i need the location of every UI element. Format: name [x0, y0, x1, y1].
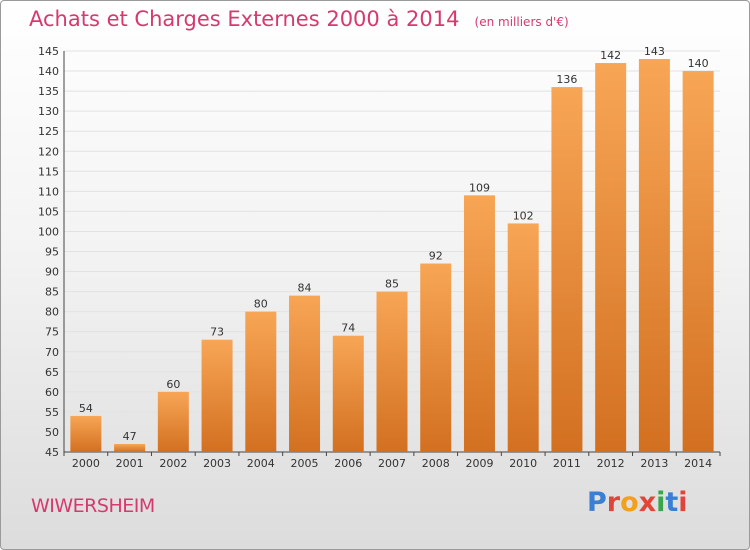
x-tick-label: 2005: [291, 457, 319, 470]
data-label-2010: 102: [513, 209, 534, 222]
data-label-2013: 143: [644, 45, 665, 58]
x-tick-label: 2001: [116, 457, 144, 470]
y-tick-label: 95: [45, 246, 59, 259]
data-label-2004: 80: [254, 298, 268, 311]
y-tick-label: 140: [38, 65, 59, 78]
x-tick-label: 2004: [247, 457, 275, 470]
tick-labels: 45 50 55 60 65 70 75 80 85 90 95 100 105 110 115 120 125…: [38, 45, 712, 470]
bar-2012: [595, 63, 627, 452]
y-tick-label: 145: [38, 45, 59, 58]
bar-2002: [157, 391, 189, 452]
chart-title-block: Achats et Charges Externes 2000 à 2014 (…: [29, 7, 569, 31]
bar-2005: [289, 295, 321, 452]
data-label-2006: 74: [341, 322, 355, 335]
bar-2007: [376, 291, 408, 452]
y-tick-label: 125: [38, 125, 59, 138]
y-tick-label: 130: [38, 105, 59, 118]
chart-title: Achats et Charges Externes 2000 à 2014: [29, 7, 460, 31]
x-tick-label: 2006: [334, 457, 362, 470]
bar-2001: [114, 443, 146, 452]
bar-2006: [332, 335, 364, 452]
data-label-2000: 54: [79, 402, 93, 415]
y-tick-label: 100: [38, 225, 59, 238]
y-tick-label: 115: [38, 165, 59, 178]
data-label-2002: 60: [166, 378, 180, 391]
logo-letter: P: [587, 487, 607, 518]
y-tick-label: 75: [45, 326, 59, 339]
x-tick-label: 2007: [378, 457, 406, 470]
logo-letter: i: [656, 487, 666, 518]
x-tick-label: 2002: [159, 457, 187, 470]
y-tick-label: 65: [45, 366, 59, 379]
y-tick-label: 105: [38, 205, 59, 218]
x-tick-label: 2003: [203, 457, 231, 470]
y-tick-label: 85: [45, 286, 59, 299]
bar-2004: [245, 311, 277, 452]
data-label-2005: 84: [298, 282, 312, 295]
y-tick-label: 45: [45, 446, 59, 459]
bar-2011: [551, 87, 583, 452]
bar-2013: [638, 59, 670, 453]
x-tick-label: 2010: [509, 457, 537, 470]
logo-letter: i: [678, 487, 688, 518]
bar-2000: [70, 415, 102, 452]
data-label-2011: 136: [556, 73, 577, 86]
y-tick-label: 55: [45, 406, 59, 419]
data-label-2001: 47: [123, 430, 137, 443]
logo-letter: o: [620, 487, 639, 518]
x-tick-label: 2009: [465, 457, 493, 470]
x-tick-label: 2014: [684, 457, 712, 470]
y-tick-label: 120: [38, 145, 59, 158]
x-tick-label: 2012: [597, 457, 625, 470]
y-tick-label: 50: [45, 426, 59, 439]
data-label-2014: 140: [688, 57, 709, 70]
y-tick-label: 80: [45, 306, 59, 319]
logo-letter: t: [665, 487, 679, 518]
x-tick-label: 2013: [640, 457, 668, 470]
chart-unit: (en milliers d'€): [474, 15, 569, 29]
x-tick-label: 2000: [72, 457, 100, 470]
x-tick-label: 2008: [422, 457, 450, 470]
bar-2010: [507, 223, 539, 452]
data-label-2012: 142: [600, 49, 621, 62]
logo-letter: r: [606, 487, 621, 518]
commune-name: WIWERSHEIM: [31, 495, 155, 517]
data-label-2007: 85: [385, 278, 399, 291]
y-tick-label: 60: [45, 386, 59, 399]
data-label-2009: 109: [469, 181, 490, 194]
data-label-2008: 92: [429, 250, 443, 263]
bars: [70, 59, 714, 453]
y-tick-label: 110: [38, 185, 59, 198]
bar-2008: [420, 263, 452, 452]
x-tick-label: 2011: [553, 457, 581, 470]
y-tick-label: 90: [45, 266, 59, 279]
bar-2003: [201, 339, 233, 452]
proxiti-logo[interactable]: Proxiti: [587, 487, 688, 518]
logo-letter: x: [638, 487, 657, 518]
y-tick-label: 135: [38, 85, 59, 98]
bar-2014: [682, 71, 714, 453]
bar-2009: [463, 195, 495, 453]
data-label-2003: 73: [210, 326, 224, 339]
y-tick-label: 70: [45, 346, 59, 359]
data-labels: 54 47 60 73 80 84 74 85 92 109 102 136 142 143 140: [79, 45, 709, 443]
